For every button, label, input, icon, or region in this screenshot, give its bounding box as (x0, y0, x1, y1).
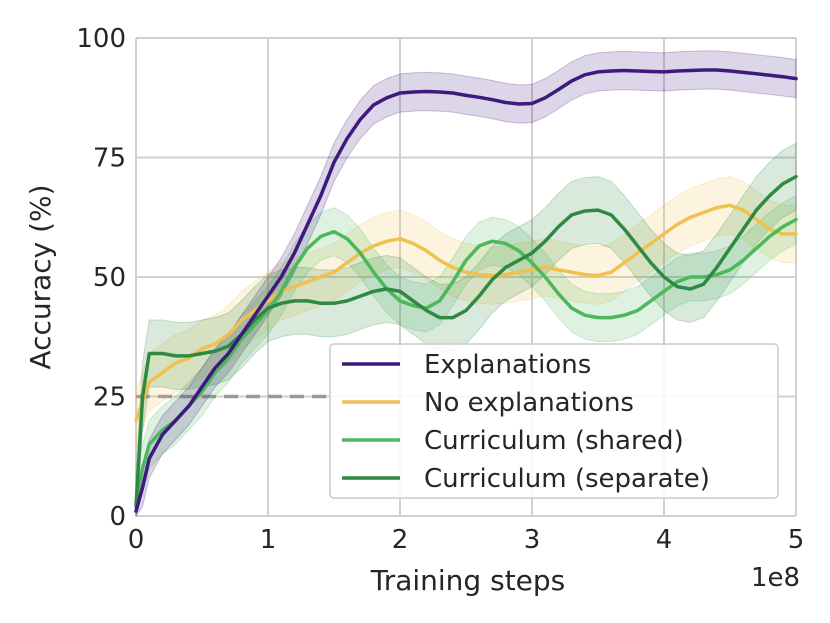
legend: Explanations No explanations Curriculum (s… (329, 343, 779, 499)
x-tick-label: 2 (392, 525, 409, 555)
legend-label: Explanations (424, 350, 591, 380)
y-tick-label: 75 (93, 144, 126, 174)
legend-label: No explanations (424, 388, 634, 418)
x-tick-label: 1 (260, 525, 277, 555)
y-tick-label: 0 (109, 502, 126, 532)
line-curriculum-separate (134, 174, 798, 509)
x-tick-label: 3 (524, 525, 541, 555)
legend-label: Curriculum (separate) (424, 464, 710, 494)
x-tick-label: 4 (656, 525, 673, 555)
series-lines (134, 68, 798, 513)
line-curriculum-shared (134, 217, 798, 504)
y-tick-label: 50 (93, 263, 126, 293)
y-tick-label: 25 (93, 383, 126, 413)
x-tick-label: 0 (128, 525, 145, 555)
x-axis-label: Training steps (370, 564, 566, 597)
y-tick-label: 100 (76, 24, 126, 54)
x-offset-label: 1e8 (751, 563, 800, 593)
legend-frame (329, 343, 779, 499)
x-tick-label: 5 (788, 525, 805, 555)
band-explanations (135, 50, 797, 518)
legend-label: Curriculum (shared) (424, 426, 684, 456)
line-explanations (134, 68, 798, 513)
y-axis-label: Accuracy (%) (24, 184, 57, 369)
band-curriculum-shared (135, 194, 797, 517)
band-no-explanations (135, 176, 797, 450)
